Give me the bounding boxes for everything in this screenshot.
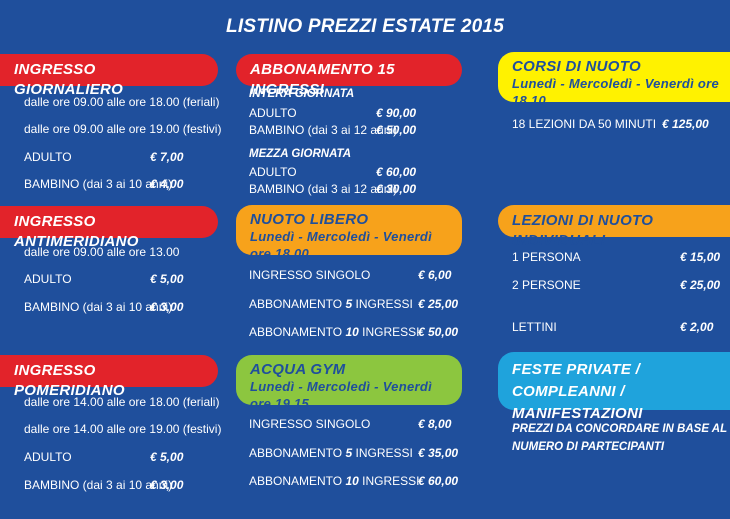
antimeridiano-bambino-price: € 3,00 bbox=[150, 300, 184, 314]
pomeridiano-row-1: dalle ore 14.00 alle ore 18.00 (feriali) bbox=[24, 395, 220, 409]
corsi-nuoto-days: Lunedì - Mercoledì - Venerdì ore 18.10 bbox=[512, 76, 720, 108]
lettini-label: LETTINI bbox=[512, 320, 557, 334]
ingresso-giornaliero-title: INGRESSO GIORNALIERO bbox=[14, 61, 124, 98]
antimeridiano-row-1: dalle ore 09.00 alle ore 13.00 bbox=[24, 245, 180, 259]
pomeridiano-adulto-label: ADULTO bbox=[24, 450, 72, 464]
intera-bambino-price: € 50,00 bbox=[376, 123, 417, 137]
corsi-nuoto-header: CORSI DI NUOTO Lunedì - Mercoledì - Vene… bbox=[498, 52, 730, 108]
lettini-price: € 2,00 bbox=[680, 320, 714, 334]
mezza-adulto-price: € 60,00 bbox=[376, 165, 417, 179]
corsi-nuoto-title: CORSI DI NUOTO bbox=[512, 58, 641, 75]
acqua-gym-price-3: € 60,00 bbox=[418, 474, 459, 488]
corsi-row-1-price: € 125,00 bbox=[662, 117, 709, 131]
antimeridiano-adulto-price: € 5,00 bbox=[150, 272, 184, 286]
ingresso-pomeridiano-header: INGRESSO POMERIDIANO bbox=[0, 355, 218, 399]
nuoto-libero-row-2: ABBONAMENTO 5 INGRESSI bbox=[249, 297, 413, 311]
nuoto-libero-price-3: € 50,00 bbox=[418, 325, 459, 339]
lezioni-individuali-header: LEZIONI DI NUOTO INDIVIDUALI bbox=[498, 205, 730, 249]
pomeridiano-adulto-price: € 5,00 bbox=[150, 450, 184, 464]
acqua-gym-days: Lunedì - Mercoledì - Venerdì ore 19.15 bbox=[250, 379, 432, 411]
intera-bambino-label: BAMBINO (dai 3 ai 12 anni) bbox=[249, 123, 398, 137]
giornaliero-adulto-price: € 7,00 bbox=[150, 150, 184, 164]
intera-giornata-label: INTERA GIORNATA bbox=[249, 88, 355, 100]
giornaliero-adulto-label: ADULTO bbox=[24, 150, 72, 164]
lezioni-2-persone-price: € 25,00 bbox=[680, 278, 721, 292]
page-title: LISTINO PREZZI ESTATE 2015 bbox=[226, 16, 504, 37]
feste-private-note: PREZZI DA CONCORDARE IN BASE AL NUMERO D… bbox=[512, 423, 727, 453]
lezioni-1-persona-label: 1 PERSONA bbox=[512, 250, 581, 264]
nuoto-libero-header: NUOTO LIBERO Lunedì - Mercoledì - Venerd… bbox=[236, 205, 462, 261]
nuoto-libero-title: NUOTO LIBERO bbox=[250, 211, 369, 228]
giornaliero-row-2: dalle ore 09.00 alle ore 19.00 (festivi) bbox=[24, 122, 222, 136]
acqua-gym-row-1: INGRESSO SINGOLO bbox=[249, 417, 371, 431]
ingresso-antimeridiano-header: INGRESSO ANTIMERIDIANO bbox=[0, 206, 218, 250]
mezza-bambino-price: € 30,00 bbox=[376, 182, 417, 196]
nuoto-libero-row-3: ABBONAMENTO 10 INGRESSI bbox=[249, 325, 420, 339]
lezioni-1-persona-price: € 15,00 bbox=[680, 250, 721, 264]
mezza-adulto-label: ADULTO bbox=[249, 165, 297, 179]
acqua-gym-title: ACQUA GYM bbox=[250, 361, 346, 378]
pomeridiano-row-2: dalle ore 14.00 alle ore 19.00 (festivi) bbox=[24, 422, 222, 436]
nuoto-libero-days: Lunedì - Mercoledì - Venerdì ore 18.00 bbox=[250, 229, 432, 261]
acqua-gym-price-1: € 8,00 bbox=[418, 417, 452, 431]
nuoto-libero-price-1: € 6,00 bbox=[418, 268, 452, 282]
mezza-bambino-label: BAMBINO (dai 3 ai 12 anni) bbox=[249, 182, 398, 196]
corsi-row-1-label: 18 LEZIONI DA 50 MINUTI bbox=[512, 117, 657, 131]
nuoto-libero-price-2: € 25,00 bbox=[418, 297, 459, 311]
acqua-gym-price-2: € 35,00 bbox=[418, 446, 459, 460]
pomeridiano-bambino-label: BAMBINO (dai 3 ai 10 anni) bbox=[24, 478, 173, 492]
acqua-gym-row-2: ABBONAMENTO 5 INGRESSI bbox=[249, 446, 413, 460]
antimeridiano-bambino-label: BAMBINO (dai 3 ai 10 anni) bbox=[24, 300, 173, 314]
giornaliero-bambino-label: BAMBINO (dai 3 ai 10 anni) bbox=[24, 177, 173, 191]
pomeridiano-bambino-price: € 3,00 bbox=[150, 478, 184, 492]
intera-adulto-label: ADULTO bbox=[249, 106, 297, 120]
antimeridiano-adulto-label: ADULTO bbox=[24, 272, 72, 286]
nuoto-libero-row-1: INGRESSO SINGOLO bbox=[249, 268, 371, 282]
abbonamento-title: ABBONAMENTO 15 INGRESSI bbox=[250, 61, 395, 98]
acqua-gym-row-3: ABBONAMENTO 10 INGRESSI bbox=[249, 474, 420, 488]
abbonamento-header: ABBONAMENTO 15 INGRESSI bbox=[236, 54, 462, 98]
feste-private-header: FESTE PRIVATE / COMPLEANNI / MANIFESTAZI… bbox=[498, 352, 730, 422]
ingresso-antimeridiano-title: INGRESSO ANTIMERIDIANO bbox=[14, 213, 139, 250]
lezioni-individuali-title: LEZIONI DI NUOTO INDIVIDUALI bbox=[512, 212, 654, 249]
ingresso-pomeridiano-title: INGRESSO POMERIDIANO bbox=[14, 362, 125, 399]
lezioni-2-persone-label: 2 PERSONE bbox=[512, 278, 581, 292]
feste-private-title-line-1: FESTE PRIVATE / COMPLEANNI / bbox=[512, 361, 641, 400]
giornaliero-bambino-price: € 4,00 bbox=[150, 177, 184, 191]
intera-adulto-price: € 90,00 bbox=[376, 106, 417, 120]
mezza-giornata-label: MEZZA GIORNATA bbox=[249, 148, 351, 160]
giornaliero-row-1: dalle ore 09.00 alle ore 18.00 (feriali) bbox=[24, 95, 220, 109]
feste-private-title-line-2: MANIFESTAZIONI bbox=[512, 405, 643, 422]
acqua-gym-header: ACQUA GYM Lunedì - Mercoledì - Venerdì o… bbox=[236, 355, 462, 411]
ingresso-giornaliero-header: INGRESSO GIORNALIERO bbox=[0, 54, 218, 98]
